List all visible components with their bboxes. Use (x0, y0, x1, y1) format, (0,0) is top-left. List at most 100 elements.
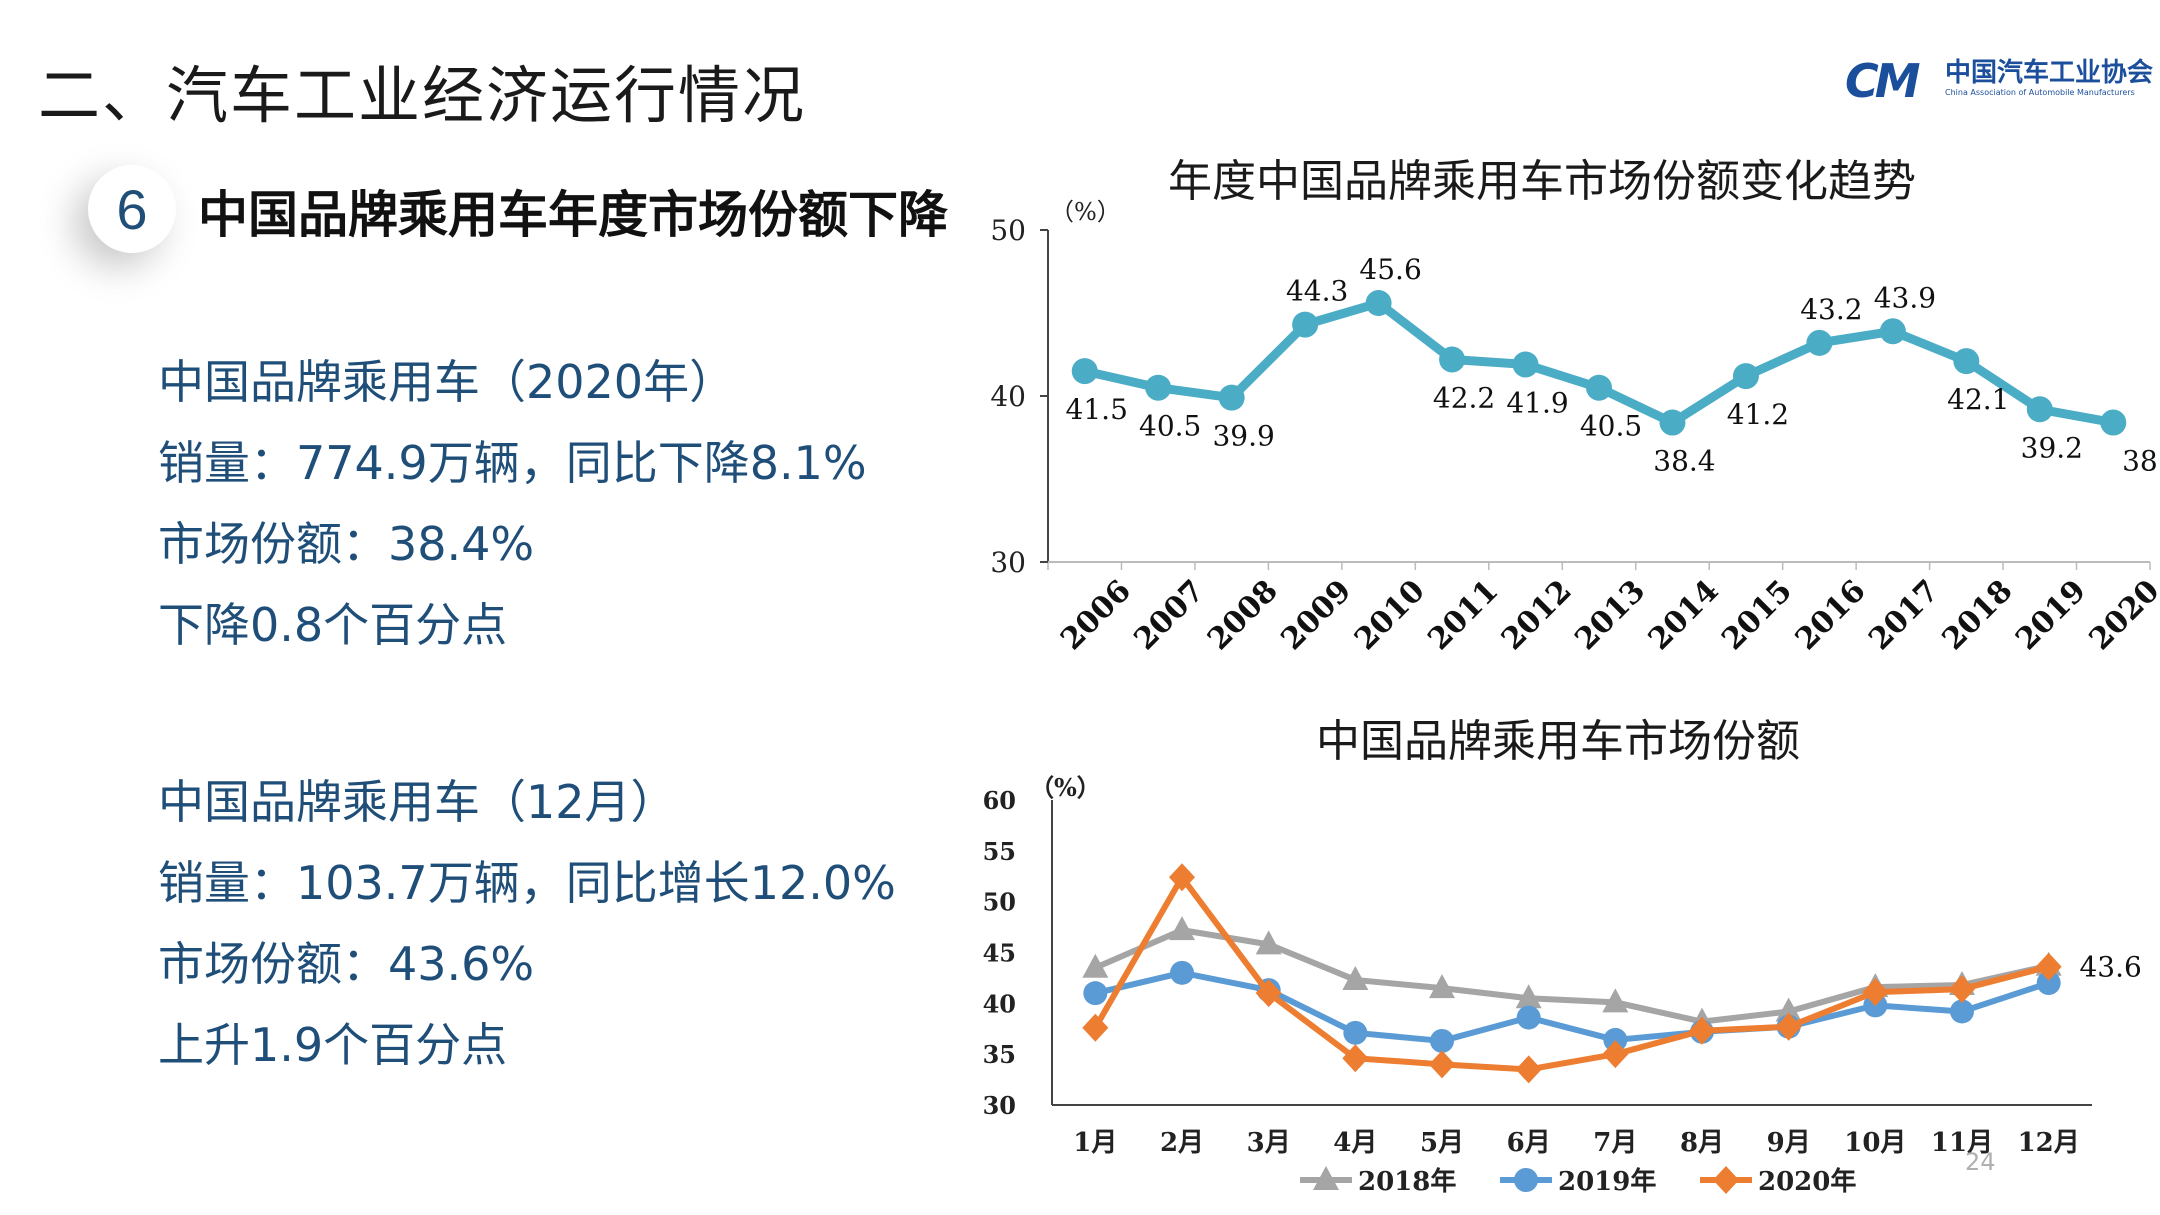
annual-data-label: 41.2 (1727, 398, 1789, 431)
x-tick-label: 1月 (1073, 1128, 1117, 1158)
series-point-2020年 (1169, 863, 1195, 892)
annual-share-point (1439, 346, 1466, 373)
series-line-2019年 (1094, 969, 2050, 1044)
annual-share-point (1218, 384, 1245, 411)
association-logo: CM 中国汽车工业协会 China Association of Automob… (1845, 50, 2153, 110)
series-point-2019年 (1516, 1005, 1541, 1030)
annual-data-label: 41.9 (1506, 386, 1568, 419)
series-point-2018年 (1775, 997, 1802, 1022)
x-tick-label: 10月 (1844, 1128, 1906, 1158)
logo-mark: CM (1845, 54, 1921, 108)
annual-data-label: 43.9 (1874, 281, 1936, 314)
legend-marker (1713, 1166, 1739, 1194)
annual-summary: 中国品牌乘用车（2020年） 销量：774.9万辆，同比下降8.1% 市场份额：… (158, 342, 867, 666)
x-tick-label: 11月 (1931, 1128, 1993, 1158)
section-title: 中国品牌乘用车年度市场份额下降 (198, 186, 948, 244)
annual-share-point (1806, 329, 1833, 356)
series-point-2020年 (1515, 1055, 1542, 1084)
page-title: 二、汽车工业经济运行情况 (38, 59, 807, 132)
x-tick-label: 7月 (1593, 1128, 1637, 1158)
x-tick-label: 9月 (1767, 1128, 1811, 1158)
series-point-2019年 (1950, 999, 1974, 1024)
monthly-line-4: 上升1.9个百分点 (158, 1018, 508, 1072)
annual-data-label: 43.2 (1800, 293, 1862, 326)
series-point-2020年 (1342, 1044, 1369, 1073)
annual-share-point (2026, 396, 2053, 423)
series-line-2018年 (1094, 927, 2050, 1025)
monthly-line-2: 销量：103.7万辆，同比增长12.0% (158, 856, 896, 910)
annual-data-label: 45.6 (1359, 253, 1421, 286)
x-tick-label: 8月 (1680, 1128, 1724, 1158)
y-axis-unit: （%） (1050, 198, 1121, 226)
series-point-2018年 (1082, 953, 1109, 978)
legend-marker (1514, 1168, 1538, 1192)
series-point-2019年 (2036, 971, 2061, 995)
series-point-2019年 (1170, 960, 1194, 985)
x-tick-label: 12月 (2018, 1128, 2080, 1158)
slide-number: 24 (1965, 1148, 1996, 1176)
annual-share-point (1292, 311, 1319, 338)
annual-data-label: 44.3 (1286, 275, 1348, 308)
annual-share-point (1512, 351, 1539, 378)
legend-label: 2019年 (1558, 1166, 1656, 1197)
legend-label: 2018年 (1358, 1166, 1456, 1197)
y-tick-label: 60 (983, 786, 1016, 815)
series-point-2020年 (1689, 1016, 1715, 1045)
annual-share-point (1586, 374, 1612, 401)
y-tick-label: 50 (990, 214, 1026, 247)
series-point-2020年 (1082, 1013, 1109, 1042)
series-point-2019年 (1603, 1027, 1628, 1052)
y-tick-label: 55 (983, 837, 1016, 866)
annual-share-point (1071, 358, 1098, 385)
series-point-2018年 (1169, 916, 1195, 941)
logo-name-cn: 中国汽车工业协会 (1945, 58, 2154, 88)
x-tick-label: 2月 (1160, 1128, 1204, 1158)
annual-chart-title: 年度中国品牌乘用车市场份额变化趋势 (1168, 156, 1916, 207)
series-point-2019年 (1430, 1028, 1454, 1053)
series-point-2020年 (2035, 952, 2062, 981)
y-tick-label: 30 (983, 1091, 1016, 1120)
annual-line-1: 中国品牌乘用车（2020年） (158, 355, 736, 409)
annual-data-label: 42.2 (1433, 381, 1495, 414)
y-tick-label: 50 (983, 888, 1016, 917)
annual-share-point (1953, 348, 1980, 375)
logo-name-en: China Association of Automobile Manufact… (1945, 88, 2135, 97)
series-point-2020年 (1862, 978, 1889, 1007)
section-number-badge: 6 (88, 165, 176, 253)
annual-share-point (1145, 374, 1172, 401)
end-data-label: 43.6 (2079, 951, 2141, 984)
monthly-summary: 中国品牌乘用车（12月） 销量：103.7万辆，同比增长12.0% 市场份额：4… (158, 762, 896, 1086)
y-axis-unit: （%） (1030, 773, 1101, 802)
annual-line-4: 下降0.8个百分点 (158, 598, 508, 652)
annual-data-label: 40.5 (1580, 410, 1642, 443)
annual-share-point (1365, 290, 1392, 317)
series-line-2020年 (1092, 874, 2050, 1073)
series-point-2020年 (1255, 979, 1282, 1008)
series-point-2018年 (1515, 984, 1542, 1009)
series-point-2020年 (1602, 1040, 1629, 1069)
annual-data-label: 41.5 (1066, 393, 1128, 426)
annual-share-point (1879, 318, 1906, 345)
annual-line-2: 销量：774.9万辆，同比下降8.1% (158, 436, 867, 490)
annual-data-label: 38.4 (2122, 445, 2160, 478)
monthly-line-3: 市场份额：43.6% (158, 937, 535, 991)
x-tick-label: 5月 (1420, 1128, 1464, 1158)
y-tick-label: 35 (983, 1040, 1016, 1069)
y-tick-label: 45 (983, 939, 1016, 968)
series-point-2019年 (1343, 1020, 1368, 1045)
y-tick-label: 40 (990, 380, 1026, 413)
annual-data-label: 39.2 (2021, 431, 2083, 464)
annual-data-label: 38.4 (1653, 445, 1715, 478)
series-point-2018年 (1602, 988, 1629, 1013)
series-point-2019年 (1083, 981, 1108, 1006)
y-tick-label: 40 (983, 989, 1016, 1018)
annual-data-label: 39.9 (1212, 420, 1274, 453)
y-tick-label: 30 (990, 546, 1026, 579)
annual-data-label: 42.1 (1947, 383, 2009, 416)
x-tick-label: 4月 (1333, 1128, 1377, 1158)
series-point-2020年 (1775, 1012, 1802, 1041)
series-point-2020年 (1429, 1050, 1455, 1079)
legend-marker (1313, 1166, 1339, 1190)
